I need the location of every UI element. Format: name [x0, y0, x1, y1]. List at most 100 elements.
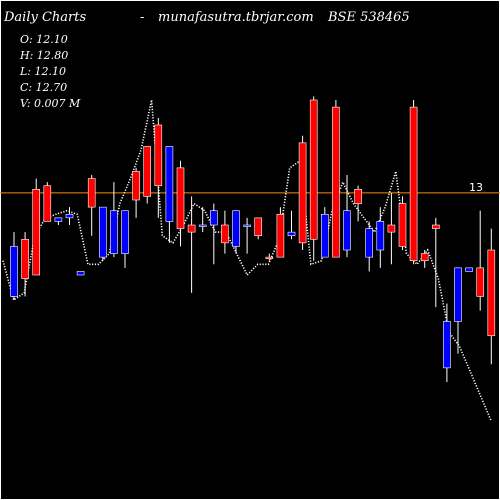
header-dash: -: [140, 10, 144, 25]
candle-body: [243, 224, 251, 227]
level-label: 13: [469, 181, 483, 194]
candle-body: [431, 224, 440, 229]
candle: [210, 203, 218, 265]
candles-layer: [10, 96, 496, 383]
candle: [376, 207, 385, 268]
candle-body: [465, 267, 473, 272]
candle: [54, 217, 63, 225]
candle: [110, 182, 118, 258]
header-left: Daily Charts: [3, 10, 86, 25]
candle-body: [454, 267, 462, 322]
candle-body: [320, 213, 329, 258]
candle-body: [54, 217, 63, 222]
candle: [309, 96, 318, 261]
candle: [365, 221, 374, 272]
candle-body: [476, 267, 485, 297]
candle: [465, 267, 473, 272]
candle: [254, 217, 262, 240]
moving-average-line: [2, 99, 493, 422]
candle: [454, 267, 462, 354]
candle-body: [443, 321, 451, 369]
ohlc-volume: V: 0.007 M: [20, 97, 81, 110]
candle-body: [487, 249, 496, 337]
ohlc-low: L: 12.10: [19, 65, 66, 78]
header-site: munafasutra.tbrjar.com: [158, 10, 314, 25]
candle-body: [276, 213, 285, 258]
candle: [198, 207, 207, 233]
candle: [221, 210, 229, 254]
candle: [143, 146, 151, 204]
candle: [43, 182, 52, 222]
candle: [387, 192, 396, 265]
candle: [154, 117, 163, 218]
candle-body: [176, 167, 185, 229]
candle-body: [398, 203, 407, 247]
moving-average-layer: [2, 99, 493, 422]
candle: [320, 207, 329, 258]
candle: [76, 271, 85, 276]
candle: [232, 210, 240, 254]
ohlc-high: H: 12.80: [19, 49, 68, 62]
candle: [99, 206, 107, 261]
candle-body: [198, 224, 207, 227]
candle-body: [32, 188, 41, 276]
candle: [476, 210, 485, 311]
candle-body: [387, 224, 396, 233]
candle-body: [254, 217, 262, 237]
ohlc-close: C: 12.70: [20, 81, 67, 94]
candle-body: [343, 210, 351, 251]
candle-body: [21, 238, 29, 279]
candle-body: [76, 271, 85, 276]
candle-body: [10, 246, 18, 297]
candle-body: [232, 210, 240, 247]
candle: [243, 217, 251, 254]
candle: [276, 207, 285, 258]
candle-body: [43, 185, 52, 222]
candle: [87, 175, 96, 236]
candle-body: [110, 210, 118, 254]
candle-body: [332, 106, 340, 258]
candle: [165, 146, 174, 243]
header-symbol: BSE 538465: [327, 10, 410, 25]
candle: [354, 185, 362, 222]
candle-body: [65, 213, 74, 219]
candle: [287, 210, 296, 240]
candle-body: [309, 99, 318, 240]
ohlc-open: O: 12.10: [20, 33, 68, 46]
candle-body: [354, 188, 362, 204]
chart-header: Daily Charts - munafasutra.tbrjar.com BS…: [3, 10, 410, 25]
candle-body: [409, 106, 418, 262]
candle-body: [298, 142, 307, 244]
candle-body: [143, 146, 151, 197]
candle: [132, 167, 140, 218]
candle: [65, 207, 74, 225]
candle-body: [121, 210, 129, 254]
candle: [487, 228, 496, 365]
candle-body: [132, 171, 140, 201]
candle-body: [210, 210, 218, 226]
candle-body: [99, 206, 107, 258]
candle-body: [221, 224, 229, 244]
candle-body: [287, 231, 296, 237]
candle-body: [376, 221, 385, 251]
candle-body: [265, 256, 274, 259]
candle-body: [187, 224, 196, 233]
candle-body: [420, 253, 429, 262]
candle-body: [87, 178, 96, 208]
candle: [265, 253, 274, 261]
candle: [398, 196, 407, 250]
candle: [298, 135, 307, 250]
candle: [176, 160, 185, 247]
candle: [21, 232, 29, 297]
candle: [187, 196, 196, 293]
candle: [343, 175, 351, 258]
candle: [10, 232, 18, 300]
candle: [409, 100, 418, 265]
candle: [431, 217, 440, 308]
candle-body: [165, 146, 174, 222]
ohlc-readout: O: 12.10 H: 12.80 L: 12.10 C: 12.70 V: 0…: [19, 33, 81, 110]
candle: [443, 303, 451, 383]
candle-body: [154, 124, 163, 187]
